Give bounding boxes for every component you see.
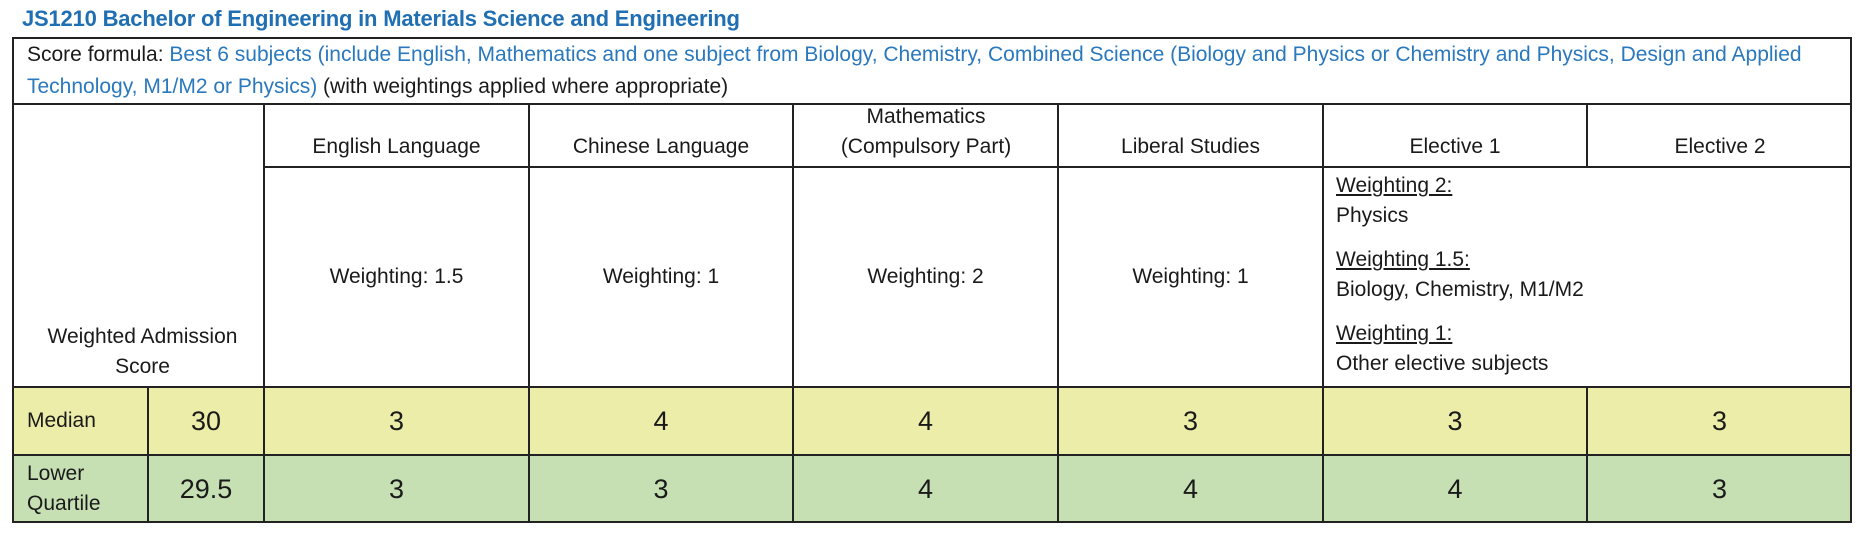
- score-formula: Score formula: Best 6 subjects (include …: [13, 39, 1849, 103]
- elective-weighting-subjects: Biology, Chemistry, M1/M2: [1336, 278, 1584, 301]
- elective-weighting-label: Weighting 1.5:: [1336, 248, 1470, 271]
- divider: [792, 103, 794, 523]
- elective-weighting-label: Weighting 1:: [1336, 322, 1453, 345]
- elective-weighting-label: Weighting 2:: [1336, 174, 1453, 197]
- score-formula-suffix: (with weightings applied where appropria…: [317, 75, 729, 98]
- lower-quartile-grade: 4: [917, 474, 934, 504]
- elective-weighting-group: Weighting 2: Physics: [1336, 171, 1586, 231]
- lower-quartile-score: 29.5: [179, 474, 233, 504]
- median-grade: 4: [653, 406, 669, 436]
- weighting-cell: Weighting: 1.5: [329, 265, 464, 288]
- median-grade: 3: [1711, 406, 1728, 436]
- row-label-median: Median: [27, 409, 96, 432]
- weighting-cell: Weighting: 1: [602, 265, 720, 288]
- divider: [1586, 103, 1588, 168]
- row-label-lower-quartile: Lower Quartile: [27, 462, 101, 515]
- subject-header: Elective 2: [1674, 135, 1766, 158]
- median-row-background: [13, 388, 1851, 454]
- divider: [1322, 103, 1324, 523]
- elective-weighting-subjects: Physics: [1336, 204, 1409, 227]
- median-grade: 3: [1182, 406, 1199, 436]
- elective-weightings: Weighting 2: Physics Weighting 1.5: Biol…: [1336, 171, 1586, 393]
- subject-header: Chinese Language: [572, 135, 750, 158]
- divider: [1586, 386, 1588, 523]
- divider: [147, 386, 149, 523]
- elective-weighting-group: Weighting 1: Other elective subjects: [1336, 319, 1586, 379]
- score-formula-requirement: Best 6 subjects (include English, Mathem…: [27, 43, 1802, 98]
- median-grade: 3: [388, 406, 405, 436]
- elective-weighting-subjects: Other elective subjects: [1336, 352, 1549, 375]
- divider: [528, 103, 530, 523]
- divider: [12, 454, 1852, 456]
- score-formula-label: Score formula:: [27, 43, 170, 66]
- subject-header: Liberal Studies: [1121, 135, 1260, 158]
- divider: [12, 386, 1852, 388]
- median-grade: 3: [1447, 406, 1463, 436]
- subject-header: English Language: [312, 135, 481, 158]
- lower-quartile-grade: 3: [653, 474, 669, 504]
- divider: [1057, 103, 1059, 523]
- lower-quartile-row-background: [13, 456, 1851, 521]
- elective-weighting-group: Weighting 1.5: Biology, Chemistry, M1/M2: [1336, 245, 1586, 305]
- divider: [263, 103, 265, 523]
- median-score: 30: [190, 406, 222, 436]
- lower-quartile-grade: 4: [1182, 474, 1199, 504]
- weighting-cell: Weighting: 1: [1132, 265, 1249, 288]
- lower-quartile-grade: 3: [388, 474, 405, 504]
- median-grade: 4: [917, 406, 934, 436]
- programme-title: JS1210 Bachelor of Engineering in Materi…: [22, 6, 740, 31]
- lower-quartile-grade: 3: [1711, 474, 1728, 504]
- lower-quartile-grade: 4: [1447, 474, 1463, 504]
- weighted-score-header: Weighted Admission Score: [47, 325, 238, 378]
- admission-table: [12, 37, 1852, 523]
- divider: [12, 103, 1852, 105]
- subject-header: Mathematics (Compulsory Part): [840, 105, 1012, 158]
- weighting-cell: Weighting: 2: [867, 265, 984, 288]
- subject-header: Elective 1: [1409, 135, 1501, 158]
